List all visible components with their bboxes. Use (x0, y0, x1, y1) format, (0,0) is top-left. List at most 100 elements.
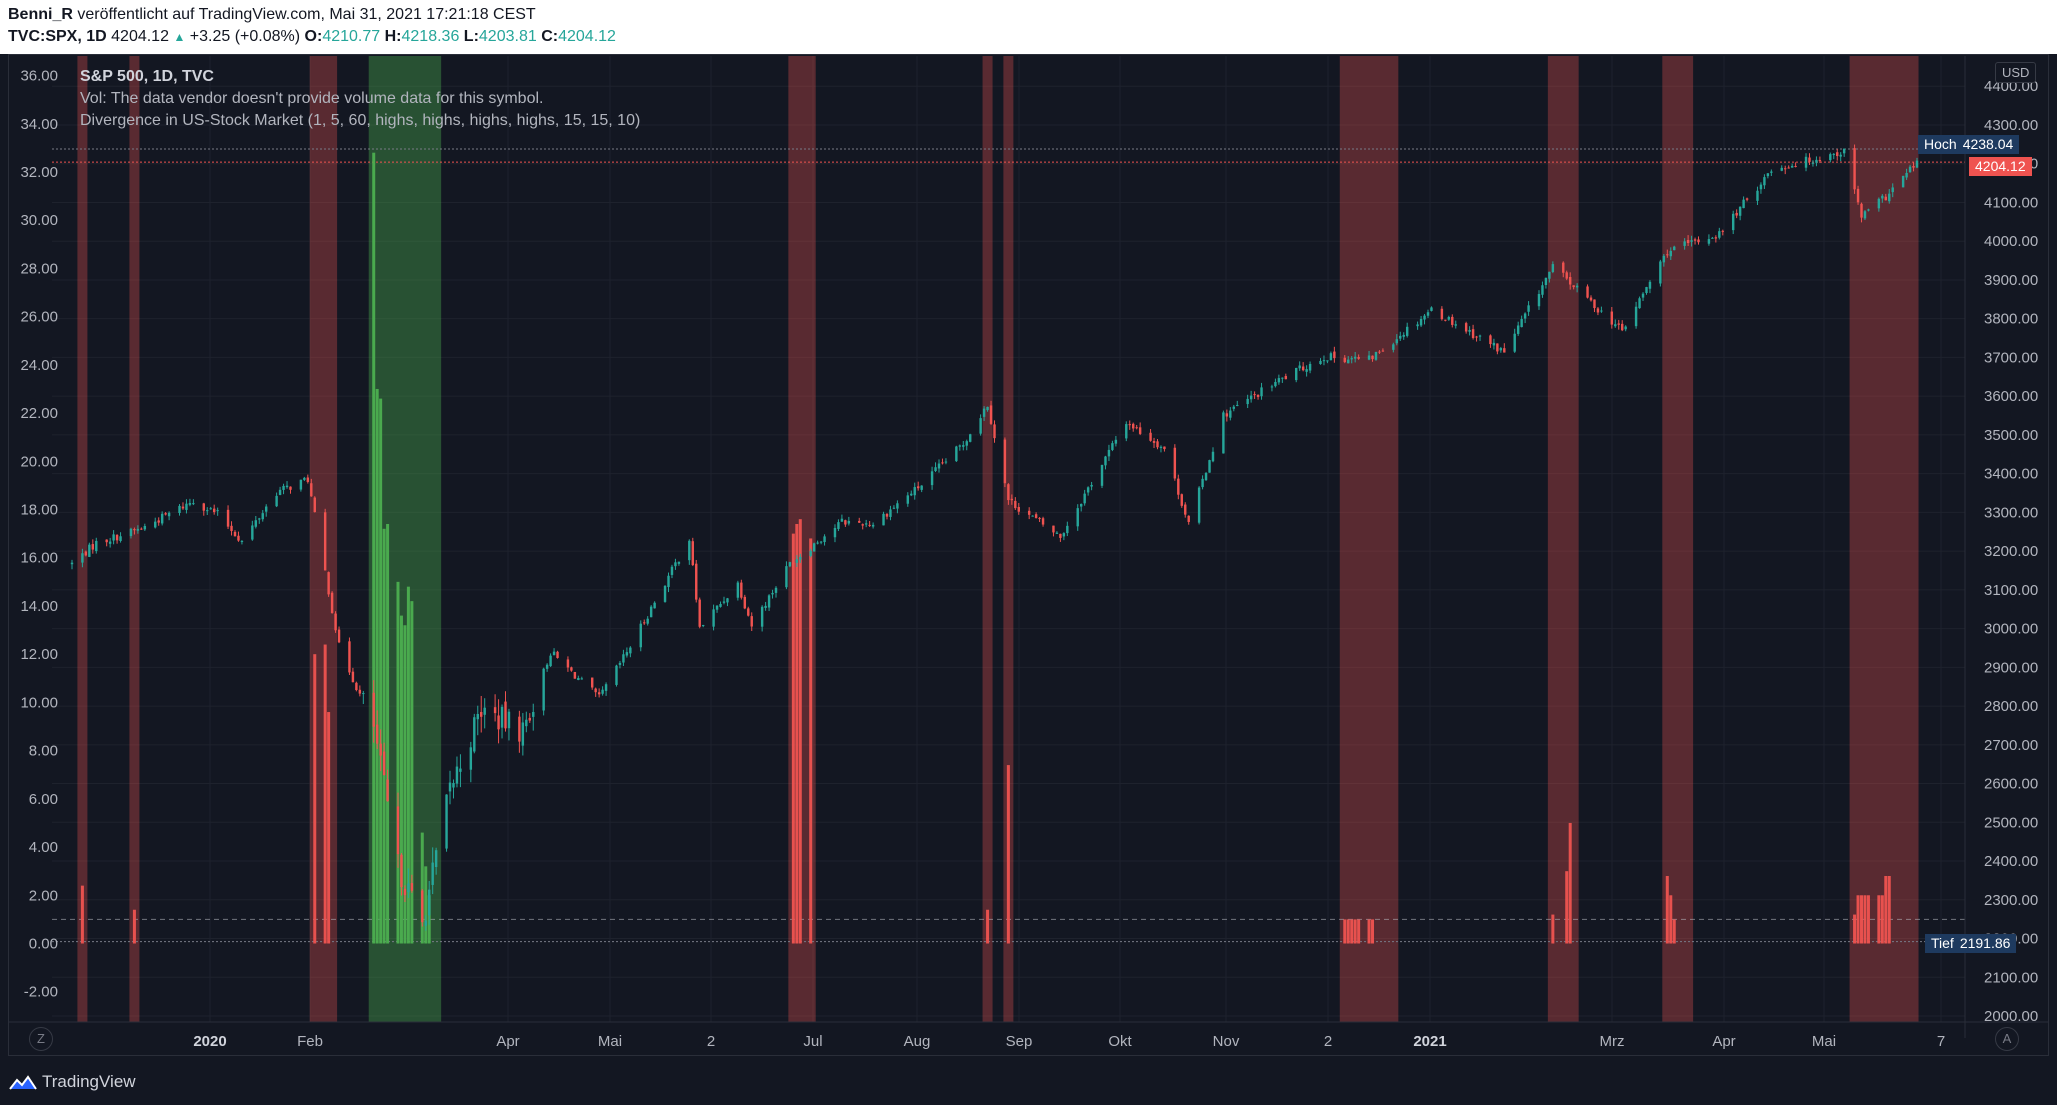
legend-volume[interactable]: Vol: The data vendor doesn't provide vol… (80, 90, 544, 107)
candle-body (1523, 313, 1527, 319)
candle-body (448, 782, 452, 792)
candle-body (1707, 239, 1711, 244)
high-tag-label: Hoch (1924, 136, 1957, 152)
indicator-bar (1856, 895, 1860, 944)
candle-body (597, 692, 601, 695)
indicator-bar (375, 388, 379, 944)
candle-body (566, 659, 570, 668)
candle-body (1319, 360, 1322, 365)
indicator-axis[interactable]: -2.00 0.00 2.00 4.00 6.00 8.00 10.00 12.00 14.00… (20, 68, 58, 1001)
candle-body (1766, 173, 1770, 177)
candle-body (95, 540, 98, 552)
indicator-bar (1350, 919, 1354, 944)
candle-body (795, 559, 799, 563)
time-tick-label: 2 (1324, 1033, 1332, 1050)
candle-body (334, 613, 337, 631)
candle-body (799, 556, 802, 560)
indicator-bar (313, 654, 317, 944)
candle-body (327, 572, 330, 595)
candle-body (143, 526, 147, 530)
indicator-bar (1343, 919, 1347, 944)
candle-body (1527, 305, 1530, 312)
indicator-bar (403, 625, 407, 944)
candle-body (1742, 199, 1745, 209)
candle-body (847, 520, 851, 524)
candle-body (1711, 237, 1714, 239)
price-tick-label: 3300.00 (1984, 504, 2038, 521)
time-tick-label: 7 (1937, 1033, 1945, 1050)
auto-scale-button[interactable]: A (1995, 1027, 2019, 1051)
indicator-bar (1371, 919, 1375, 944)
candle-body (1499, 348, 1503, 351)
candle-body (115, 534, 119, 541)
candle-body (1014, 500, 1017, 509)
tradingview-brand[interactable]: TradingView (42, 1072, 136, 1091)
legend-indicator[interactable]: Divergence in US-Stock Market (1, 5, 60,… (80, 112, 641, 129)
candle-body (1492, 342, 1496, 346)
candle-body (178, 505, 181, 514)
candle-body (1277, 378, 1281, 383)
candle-body (181, 506, 185, 509)
signal-zone-red (1339, 56, 1399, 1022)
candle-body (407, 883, 410, 893)
indicator-bar (1357, 919, 1361, 944)
candle-body (1863, 211, 1867, 219)
author-name[interactable]: Benni_R (8, 6, 73, 23)
time-axis[interactable]: 2020 Feb Apr Mai 2 Jul Aug Sep Okt Nov 2 2021 Mrz Apr… (8, 1021, 2049, 1050)
legend-title[interactable]: S&P 500, 1D, TVC (80, 68, 214, 85)
candle-body (84, 551, 88, 556)
candle-body (542, 668, 545, 711)
candle-body (712, 609, 715, 627)
candle-body (788, 562, 792, 567)
candle-body (861, 524, 864, 526)
time-tick-label: Mrz (1600, 1033, 1625, 1050)
candle-body (1090, 484, 1093, 487)
candle-body (1721, 230, 1725, 232)
indicator-bar (410, 601, 414, 944)
candle-body (1284, 376, 1288, 380)
price-tick-label: 2300.00 (1984, 892, 2038, 909)
candle-body (105, 539, 108, 543)
candle-body (167, 512, 171, 517)
candle-body (1322, 360, 1326, 362)
indicator-histogram (80, 152, 1891, 944)
candle-body (1884, 196, 1888, 201)
indicator-bar (809, 538, 813, 944)
candle-body (674, 562, 677, 567)
candle-body (622, 654, 625, 663)
low-tag-value: 2191.86 (1959, 935, 2011, 951)
candle-body (1832, 153, 1835, 155)
candle-body (1229, 410, 1232, 418)
candle-body (1575, 285, 1579, 288)
candle-body (1107, 449, 1111, 457)
candle-body (1666, 254, 1669, 256)
candle-body (677, 561, 681, 564)
indicator-tick-label: 10.00 (20, 694, 58, 711)
zoom-button[interactable]: Z (29, 1027, 53, 1051)
candle-body (844, 520, 847, 525)
indicator-bar (1880, 895, 1884, 944)
indicator-bar (1665, 875, 1669, 944)
candle-body (1804, 156, 1808, 168)
candle-body (1568, 277, 1572, 285)
candle-body (1693, 239, 1697, 241)
candle-body (445, 794, 448, 849)
last-price: 4204.12 (111, 28, 169, 45)
price-axis[interactable]: 2000.002100.002200.002300.002400.002500.… (1964, 56, 2038, 1038)
tradingview-logo-icon[interactable] (8, 1073, 38, 1093)
candle-body (1641, 293, 1645, 298)
candle-body (1402, 334, 1405, 337)
candle-body (1041, 518, 1045, 525)
indicator-bar (80, 885, 84, 944)
chart-pane[interactable] (8, 54, 2049, 1056)
indicator-bar (396, 581, 400, 944)
candle-body (1829, 154, 1832, 161)
candle-body (1780, 167, 1783, 171)
currency-badge[interactable]: USD (1995, 62, 2037, 83)
candle-body (532, 712, 535, 717)
candle-body (1111, 443, 1114, 450)
time-tick-label: 2020 (193, 1033, 226, 1050)
candle-body (264, 506, 268, 512)
symbol-label[interactable]: TVC:SPX, 1D (8, 28, 107, 45)
